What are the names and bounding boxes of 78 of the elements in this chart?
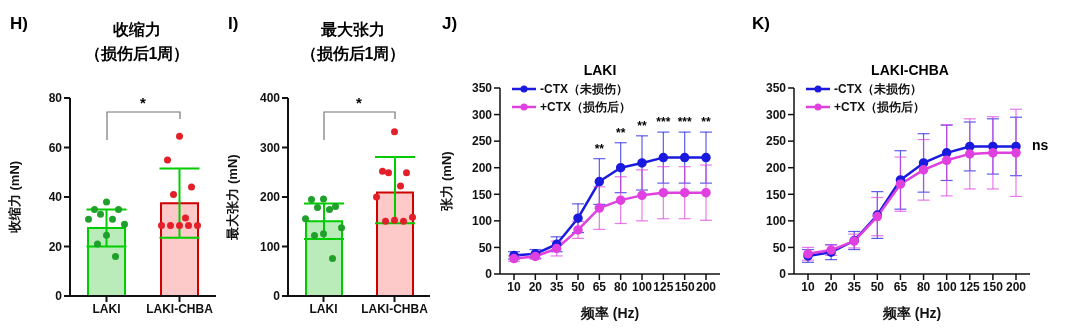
annotation: * bbox=[139, 94, 147, 111]
y-tick-label: 100 bbox=[471, 214, 493, 229]
legend-label: +CTX（损伤后） bbox=[834, 99, 926, 116]
y-tick-label: 300 bbox=[765, 107, 787, 122]
x-tick-label: 20 bbox=[824, 279, 839, 294]
x-tick-label: 125 bbox=[653, 279, 674, 294]
y-tick-label: 200 bbox=[471, 160, 493, 175]
y-tick-label: 100 bbox=[765, 214, 787, 229]
y-tick-label: 400 bbox=[259, 91, 281, 106]
text: J) bbox=[442, 14, 458, 34]
x-tick-label: LAKI-CHBA bbox=[146, 301, 214, 316]
chart-title: LAKI-CHBA bbox=[870, 61, 950, 80]
annotation: ** bbox=[636, 118, 648, 133]
y-tick-label: 0 bbox=[779, 267, 787, 282]
x-tick-label: 50 bbox=[571, 279, 585, 294]
x-tick-label: 200 bbox=[1005, 279, 1027, 294]
x-tick-label: 50 bbox=[870, 279, 885, 294]
y-axis-title: 最大张力 (mN) bbox=[224, 154, 240, 241]
y-tick-label: 250 bbox=[765, 134, 787, 149]
chart-title: LAKI bbox=[582, 61, 618, 80]
x-tick-label: LAKI-CHBA bbox=[361, 301, 429, 316]
x-tick-label: 10 bbox=[507, 279, 521, 294]
x-tick-label: 80 bbox=[916, 279, 931, 294]
x-tick-label: 65 bbox=[893, 279, 908, 294]
y-tick-label: 300 bbox=[471, 107, 493, 122]
y-axis-title: 收缩力 (mN) bbox=[6, 160, 22, 234]
y-tick-label: 200 bbox=[259, 190, 281, 205]
x-axis-title: 频率 (Hz) bbox=[579, 305, 640, 321]
x-tick-label: 150 bbox=[674, 279, 695, 294]
x-tick-label: 150 bbox=[982, 279, 1004, 294]
text: ns bbox=[1032, 137, 1049, 154]
y-tick-label: 100 bbox=[259, 239, 281, 254]
y-tick-label: 20 bbox=[48, 239, 63, 254]
chart-title: 最大张力 bbox=[320, 20, 386, 40]
legend-label: -CTX（未损伤） bbox=[834, 81, 922, 98]
y-tick-label: 0 bbox=[55, 289, 63, 304]
x-tick-label: 35 bbox=[847, 279, 862, 294]
annotation: ** bbox=[593, 141, 605, 156]
y-tick-label: 150 bbox=[765, 187, 787, 202]
x-tick-label: 80 bbox=[613, 279, 628, 294]
y-tick-label: 50 bbox=[478, 240, 493, 255]
y-tick-label: 60 bbox=[48, 140, 63, 155]
text: I) bbox=[228, 14, 239, 34]
x-tick-label: 100 bbox=[936, 279, 957, 294]
x-tick-label: 65 bbox=[592, 279, 607, 294]
text: K) bbox=[752, 14, 770, 34]
x-axis-title: 频率 (Hz) bbox=[881, 305, 942, 321]
x-tick-label: LAKI bbox=[92, 301, 121, 316]
legend-label: -CTX（未损伤） bbox=[540, 81, 628, 98]
y-tick-label: 80 bbox=[48, 91, 63, 106]
annotation: * bbox=[355, 94, 363, 111]
x-tick-label: 20 bbox=[528, 279, 543, 294]
y-tick-label: 0 bbox=[273, 289, 281, 304]
y-tick-label: 40 bbox=[48, 190, 63, 205]
y-tick-label: 300 bbox=[259, 140, 281, 155]
annotation: ** bbox=[615, 125, 627, 140]
y-tick-label: 200 bbox=[765, 160, 787, 175]
text: H) bbox=[10, 14, 28, 34]
y-tick-label: 250 bbox=[471, 134, 493, 149]
chart-subtitle: （损伤后1周） bbox=[83, 44, 191, 64]
chart-title: 收缩力 bbox=[112, 20, 162, 40]
x-tick-label: 125 bbox=[959, 279, 981, 294]
chart-subtitle: （损伤后1周） bbox=[299, 44, 407, 64]
y-tick-label: 150 bbox=[471, 187, 493, 202]
legend-label: +CTX（损伤后） bbox=[540, 99, 632, 116]
x-tick-label: 35 bbox=[549, 279, 564, 294]
y-tick-label: 0 bbox=[485, 267, 493, 282]
annotation: *** bbox=[676, 115, 693, 130]
x-tick-label: 10 bbox=[801, 279, 815, 294]
y-tick-label: 50 bbox=[772, 240, 787, 255]
y-tick-label: 350 bbox=[765, 81, 787, 96]
x-tick-label: 200 bbox=[695, 279, 717, 294]
x-tick-label: 100 bbox=[631, 279, 653, 294]
annotation: ** bbox=[700, 115, 712, 130]
y-tick-label: 350 bbox=[471, 81, 493, 96]
x-tick-label: LAKI bbox=[309, 301, 338, 316]
annotation: *** bbox=[655, 115, 672, 130]
y-axis-title: 张力 (mN) bbox=[438, 151, 454, 211]
